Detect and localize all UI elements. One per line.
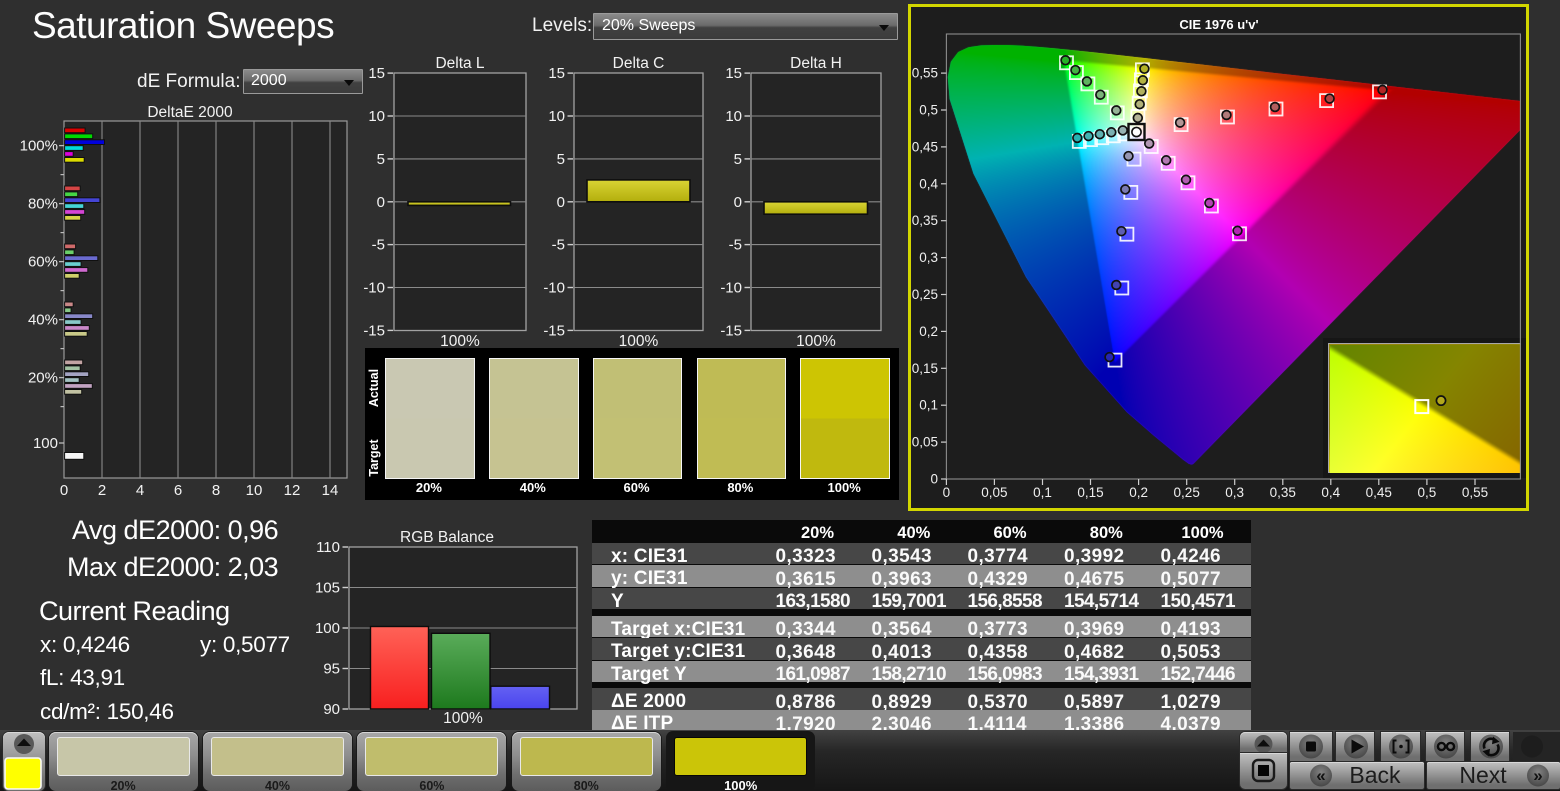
svg-text:Next: Next (1459, 762, 1507, 788)
svg-text:0,3: 0,3 (1225, 485, 1244, 500)
svg-text:-5: -5 (552, 237, 565, 254)
svg-text:DeltaE 2000: DeltaE 2000 (147, 104, 233, 121)
svg-text:-15: -15 (720, 322, 742, 339)
svg-text:«: « (1316, 766, 1325, 785)
svg-text:5: 5 (377, 151, 385, 168)
svg-text:60%: 60% (28, 254, 58, 271)
svg-text:0,45: 0,45 (1366, 485, 1392, 500)
svg-text:10: 10 (246, 482, 263, 499)
svg-text:0,55: 0,55 (912, 66, 938, 81)
svg-text:100%: 100% (796, 333, 836, 350)
svg-text:100%: 100% (443, 710, 483, 727)
svg-text:Back: Back (1349, 762, 1401, 788)
svg-text:110: 110 (316, 539, 340, 556)
svg-text:-10: -10 (363, 280, 385, 297)
svg-text:100: 100 (315, 620, 340, 637)
svg-text:0,2: 0,2 (1129, 485, 1148, 500)
svg-text:0,1: 0,1 (1033, 485, 1052, 500)
svg-text:0: 0 (60, 482, 68, 499)
svg-text:8: 8 (212, 482, 220, 499)
svg-text:2: 2 (98, 482, 106, 499)
svg-text:0,35: 0,35 (912, 213, 938, 228)
svg-text:100%: 100% (619, 333, 659, 350)
svg-text:0,15: 0,15 (912, 361, 938, 376)
svg-text:100%: 100% (440, 333, 480, 350)
svg-text:0: 0 (930, 472, 938, 487)
svg-text:95: 95 (323, 661, 340, 678)
svg-text:10: 10 (368, 108, 385, 125)
svg-text:»: » (1533, 766, 1542, 785)
svg-text:-5: -5 (729, 237, 742, 254)
svg-text:-10: -10 (720, 280, 742, 297)
svg-text:0,35: 0,35 (1270, 485, 1296, 500)
svg-text:0,25: 0,25 (912, 287, 938, 302)
svg-text:0,5: 0,5 (919, 103, 938, 118)
svg-text:0,1: 0,1 (919, 398, 938, 413)
svg-text:80%: 80% (28, 196, 58, 213)
svg-text:0,3: 0,3 (919, 250, 938, 265)
svg-text:12: 12 (284, 482, 301, 499)
svg-text:100: 100 (33, 435, 58, 452)
svg-text:-15: -15 (543, 322, 565, 339)
svg-text:5: 5 (557, 151, 565, 168)
svg-text:0,15: 0,15 (1077, 485, 1103, 500)
svg-text:RGB Balance: RGB Balance (400, 529, 494, 546)
svg-text:Delta C: Delta C (613, 55, 665, 72)
svg-text:0,4: 0,4 (919, 176, 938, 191)
svg-text:0: 0 (734, 194, 742, 211)
svg-text:Delta L: Delta L (435, 55, 484, 72)
svg-text:0: 0 (557, 194, 565, 211)
svg-text:15: 15 (368, 65, 385, 82)
svg-text:0,45: 0,45 (912, 139, 938, 154)
svg-text:0,4: 0,4 (1321, 485, 1340, 500)
svg-text:5: 5 (734, 151, 742, 168)
svg-text:0: 0 (377, 194, 385, 211)
svg-text:15: 15 (548, 65, 565, 82)
svg-text:20%: 20% (28, 370, 58, 387)
svg-text:4: 4 (136, 482, 144, 499)
svg-text:105: 105 (315, 580, 340, 597)
svg-text:-15: -15 (363, 322, 385, 339)
svg-text:14: 14 (322, 482, 339, 499)
svg-text:10: 10 (548, 108, 565, 125)
svg-text:0,55: 0,55 (1462, 485, 1488, 500)
svg-text:40%: 40% (28, 312, 58, 329)
svg-text:-5: -5 (372, 237, 385, 254)
svg-text:15: 15 (725, 65, 742, 82)
svg-text:100%: 100% (20, 138, 58, 155)
svg-text:6: 6 (174, 482, 182, 499)
svg-text:0,5: 0,5 (1418, 485, 1437, 500)
svg-text:-10: -10 (543, 280, 565, 297)
svg-text:10: 10 (725, 108, 742, 125)
svg-text:Delta H: Delta H (790, 55, 842, 72)
svg-text:0,05: 0,05 (912, 435, 938, 450)
svg-text:0,05: 0,05 (981, 485, 1007, 500)
svg-text:0,2: 0,2 (919, 324, 938, 339)
svg-text:0,25: 0,25 (1174, 485, 1200, 500)
svg-text:90: 90 (323, 701, 340, 718)
svg-text:0: 0 (943, 485, 951, 500)
